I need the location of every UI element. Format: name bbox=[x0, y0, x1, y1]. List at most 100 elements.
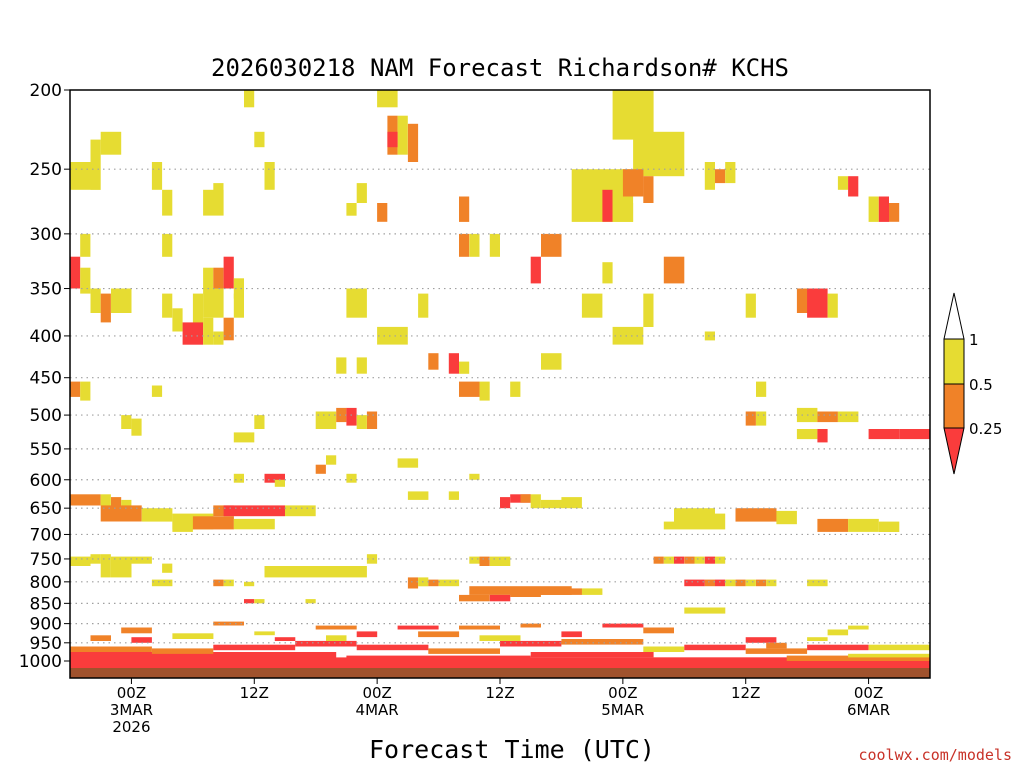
ri-cell bbox=[479, 381, 490, 401]
ri-cell bbox=[653, 556, 664, 564]
ri-cell bbox=[663, 556, 674, 564]
ri-cell bbox=[346, 407, 357, 426]
ri-cell bbox=[213, 579, 224, 587]
y-tick-label: 300 bbox=[30, 225, 62, 245]
ri-cell bbox=[80, 381, 91, 401]
ri-cell bbox=[745, 637, 777, 643]
ri-cell bbox=[407, 123, 419, 162]
ri-cell bbox=[848, 653, 930, 658]
y-axis: 200 250 300 350 400 450 500 550 600 650 700 750 8008… bbox=[19, 81, 70, 672]
ri-cell bbox=[459, 625, 500, 630]
ground-layer bbox=[70, 668, 930, 678]
gridlines bbox=[70, 168, 930, 644]
ri-cell bbox=[612, 90, 654, 140]
ri-cell bbox=[254, 631, 275, 636]
ri-cell bbox=[326, 635, 347, 641]
ri-cell bbox=[418, 293, 429, 318]
ri-cell bbox=[541, 499, 562, 509]
ri-cell bbox=[203, 317, 214, 345]
ri-cell bbox=[520, 494, 531, 503]
ri-cell bbox=[489, 594, 511, 602]
ri-cell bbox=[80, 267, 91, 294]
y-tick-label: 450 bbox=[30, 369, 62, 389]
ri-cell bbox=[213, 183, 224, 197]
ri-cell bbox=[203, 288, 224, 318]
legend: 1 0.5 0.25 bbox=[943, 292, 1002, 475]
ri-cell bbox=[397, 625, 439, 630]
ri-cell bbox=[141, 508, 173, 522]
ri-cell bbox=[704, 556, 715, 564]
ri-cell bbox=[356, 644, 429, 651]
ri-cell bbox=[561, 497, 582, 509]
ri-cell bbox=[397, 458, 419, 468]
ri-cell bbox=[581, 588, 603, 595]
ri-cell bbox=[643, 627, 674, 634]
x-tick-label: 12Z bbox=[240, 684, 269, 702]
ri-cell bbox=[192, 516, 234, 530]
y-tick-label: 800 bbox=[30, 573, 62, 593]
ri-cell bbox=[70, 256, 81, 289]
y-tick-label: 500 bbox=[30, 406, 62, 426]
y-tick-label: 700 bbox=[30, 525, 62, 545]
ground-strip bbox=[70, 668, 930, 678]
ri-cell bbox=[725, 579, 736, 587]
ri-cell bbox=[479, 556, 490, 566]
ri-cell bbox=[100, 131, 122, 155]
ri-cell bbox=[510, 590, 541, 597]
ri-cell bbox=[356, 631, 378, 638]
ri-cell bbox=[151, 579, 173, 587]
ri-cell bbox=[581, 293, 603, 318]
ri-cell bbox=[745, 579, 756, 587]
ri-cell bbox=[817, 518, 849, 532]
ri-cell bbox=[448, 353, 459, 374]
ri-cell bbox=[244, 599, 255, 604]
ri-cell bbox=[274, 637, 296, 641]
ri-cell bbox=[203, 267, 214, 289]
ri-cell bbox=[192, 293, 204, 327]
y-tick-label: 200 bbox=[30, 81, 62, 101]
ri-cell bbox=[602, 623, 644, 628]
ri-cell bbox=[346, 203, 357, 216]
ri-cell bbox=[121, 499, 132, 509]
ri-cell bbox=[837, 411, 859, 423]
ri-cell bbox=[90, 554, 101, 564]
legend-label: 1 bbox=[969, 331, 979, 349]
ri-cell bbox=[315, 625, 357, 630]
ri-cell bbox=[899, 429, 930, 440]
ri-cell bbox=[70, 556, 91, 566]
ri-cell bbox=[469, 586, 572, 595]
ri-cell bbox=[622, 203, 634, 222]
ri-cell bbox=[530, 256, 541, 284]
ri-cell bbox=[510, 381, 521, 397]
ri-cell bbox=[776, 510, 797, 525]
ri-cell bbox=[70, 381, 81, 397]
ri-cell bbox=[500, 640, 562, 647]
chart-title: 2026030218 NAM Forecast Richardson# KCHS bbox=[211, 54, 789, 82]
ri-cell bbox=[100, 554, 111, 578]
ri-cell bbox=[602, 262, 613, 284]
ri-cell bbox=[151, 385, 163, 397]
y-tick-label: 750 bbox=[30, 550, 62, 570]
ri-cell bbox=[448, 491, 459, 500]
ri-cell bbox=[131, 637, 152, 643]
ri-cell bbox=[500, 497, 511, 509]
ri-cell bbox=[213, 267, 224, 289]
x-tick-label: 00Z bbox=[608, 684, 637, 702]
ri-cell bbox=[459, 196, 470, 222]
ri-cell bbox=[827, 293, 838, 318]
ri-cell bbox=[715, 169, 726, 184]
ri-cell bbox=[428, 648, 500, 654]
ri-cell bbox=[151, 162, 163, 190]
ri-cell bbox=[336, 407, 347, 423]
ri-cell bbox=[756, 411, 767, 426]
x-tick-label: 12Z bbox=[485, 684, 514, 702]
ri-cell bbox=[622, 169, 644, 197]
ri-cell bbox=[151, 648, 214, 654]
ri-cell bbox=[131, 418, 142, 436]
legend-bin-025-05 bbox=[943, 383, 965, 429]
ri-cell bbox=[377, 326, 408, 345]
x-tick-label: 12Z bbox=[731, 684, 760, 702]
ri-cell bbox=[756, 381, 767, 397]
